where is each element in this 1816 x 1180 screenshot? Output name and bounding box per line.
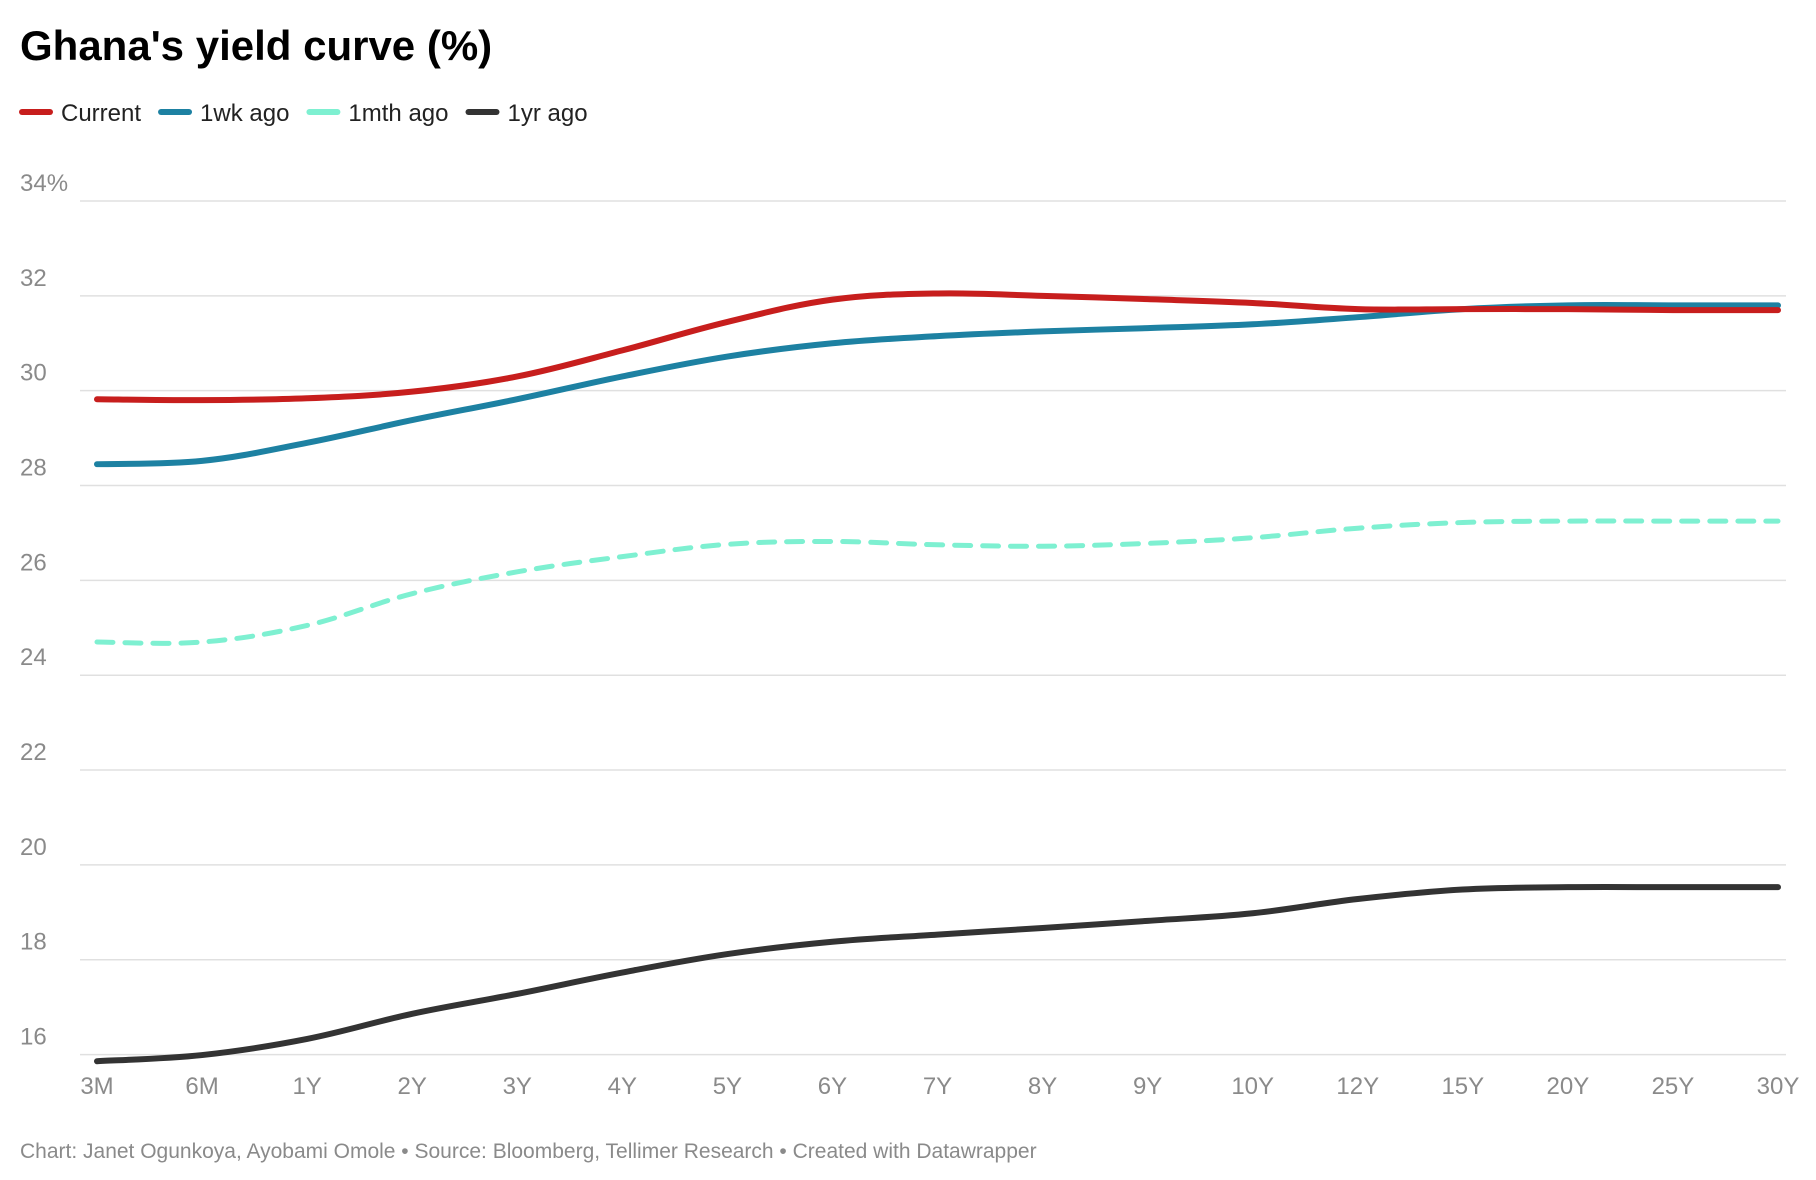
- y-tick-label: 22: [20, 739, 47, 766]
- x-tick-label: 1Y: [292, 1073, 321, 1100]
- y-tick-label: 24: [20, 644, 47, 671]
- x-tick-label: 9Y: [1133, 1073, 1162, 1100]
- legend-label-1mth-ago: 1mth ago: [348, 100, 448, 127]
- chart-title: Ghana's yield curve (%): [20, 22, 492, 69]
- x-tick-label: 12Y: [1336, 1073, 1379, 1100]
- x-tick-label: 6Y: [818, 1073, 847, 1100]
- series-line-1wk-ago: [94, 302, 1781, 468]
- legend-label-1yr-ago: 1yr ago: [508, 100, 588, 127]
- x-tick-label: 20Y: [1547, 1073, 1590, 1100]
- y-tick-label: 28: [20, 455, 47, 482]
- legend-label-1wk-ago: 1wk ago: [200, 100, 289, 127]
- x-tick-label: 6M: [185, 1073, 218, 1100]
- chart-series-lines: [94, 290, 1781, 1065]
- chart-gridlines: [80, 200, 1786, 1056]
- x-tick-label: 15Y: [1441, 1073, 1484, 1100]
- y-tick-label: 20: [20, 834, 47, 861]
- chart-legend: Current 1wk ago 1mth ago 1yr ago: [19, 100, 588, 127]
- x-tick-label: 8Y: [1028, 1073, 1057, 1100]
- y-tick-label: 26: [20, 549, 47, 576]
- y-tick-label: 30: [20, 360, 47, 387]
- x-tick-label: 3Y: [503, 1073, 532, 1100]
- x-tick-label: 25Y: [1652, 1073, 1695, 1100]
- y-tick-label: 18: [20, 929, 47, 956]
- series-line-current: [94, 290, 1781, 404]
- series-line-1yr-ago: [94, 883, 1781, 1065]
- x-tick-label: 7Y: [923, 1073, 952, 1100]
- x-tick-label: 5Y: [713, 1073, 742, 1100]
- y-tick-label: 34%: [20, 170, 68, 197]
- y-tick-label: 32: [20, 265, 47, 292]
- y-tick-label: 16: [20, 1024, 47, 1051]
- x-axis-tick-labels: 3M 6M 1Y 2Y 3Y 4Y 5Y 6Y 7Y 8Y 9Y 10Y 12Y 15Y 20Y 25Y 30Y: [80, 1073, 1799, 1100]
- x-tick-label: 10Y: [1231, 1073, 1274, 1100]
- x-tick-label: 3M: [80, 1073, 113, 1100]
- series-line-1mth-ago: [94, 518, 1781, 646]
- y-axis-tick-labels: 34% 32 30 28 26 24 22 20 18 16: [20, 170, 68, 1051]
- x-tick-label: 2Y: [398, 1073, 427, 1100]
- x-tick-label: 4Y: [608, 1073, 637, 1100]
- chart-footer: Chart: Janet Ogunkoya, Ayobami Omole • S…: [20, 1140, 1037, 1163]
- x-tick-label: 30Y: [1757, 1073, 1800, 1100]
- legend-label-current: Current: [61, 100, 141, 127]
